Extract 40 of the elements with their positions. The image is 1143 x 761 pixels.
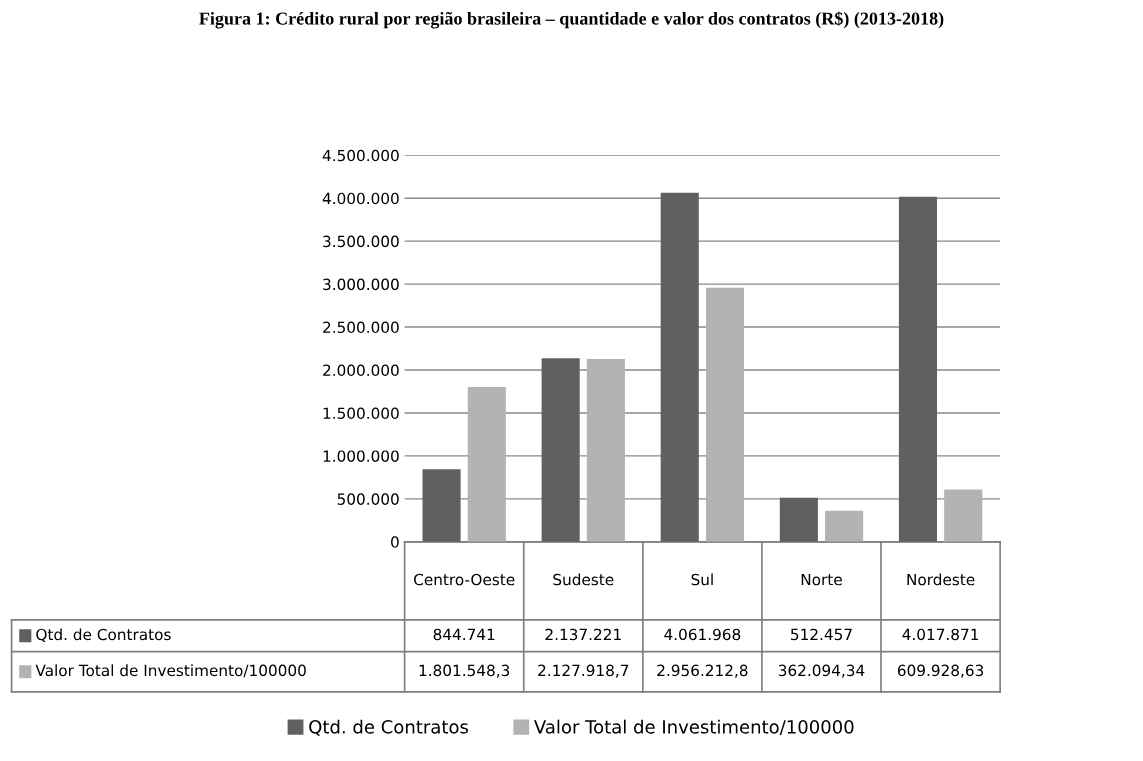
bar <box>422 469 461 542</box>
data-label: 2.137.221 <box>545 628 621 641</box>
x-tick-label: Centro-Oeste <box>414 573 515 586</box>
text: Valor Total de Investimento/100000 <box>35 664 306 678</box>
y-tick-label: 4.500.000 <box>322 149 399 162</box>
bar <box>944 489 983 542</box>
bar <box>467 387 506 542</box>
y-tick-label: 0 <box>391 536 399 548</box>
text: Qtd. de Contratos <box>36 628 171 642</box>
legend-label: Valor Total de Investimento/100000 <box>534 719 854 736</box>
bar <box>898 196 937 542</box>
y-tick-label: 2.000.000 <box>323 364 399 377</box>
data-label: 512.457 <box>791 628 852 641</box>
x-tick-label: Sul <box>691 573 713 586</box>
data-label: 2.956.212,8 <box>657 664 748 678</box>
bar <box>541 358 580 542</box>
data-label: 362.094,34 <box>778 664 865 678</box>
y-tick-label: 3.000.000 <box>323 278 399 291</box>
x-tick-label: Sudeste <box>553 573 614 586</box>
y-tick-label: 1.000.000 <box>323 450 399 462</box>
data-label: 4.061.968 <box>664 628 741 641</box>
bar <box>779 497 818 542</box>
data-label: 2.127.918,7 <box>538 664 629 678</box>
x-tick-label: Norte <box>801 573 842 586</box>
bar <box>705 287 745 542</box>
y-tick-label: 3.500.000 <box>323 235 399 248</box>
data-label: 844.741 <box>433 628 495 641</box>
y-tick-label: 4.000.000 <box>322 192 399 205</box>
data-label: 609.928,63 <box>897 664 984 678</box>
data-label: 4.017.871 <box>902 628 979 641</box>
data-label: 1.801.548,3 <box>419 664 510 678</box>
x-tick-label: Nordeste <box>907 573 975 586</box>
chart-title: Figura 1: Crédito rural por região brasileira – quantidade e valor dos contratos (R$) (2013-2018) <box>199 11 944 29</box>
bar <box>825 510 864 542</box>
legend-label: Qtd. de Contratos <box>309 719 469 736</box>
y-tick-label: 2.500.000 <box>323 321 399 334</box>
y-tick-label: 1.500.000 <box>323 407 399 419</box>
y-tick-label: 500.000 <box>337 493 399 505</box>
bar <box>586 359 625 542</box>
bar <box>660 192 699 542</box>
